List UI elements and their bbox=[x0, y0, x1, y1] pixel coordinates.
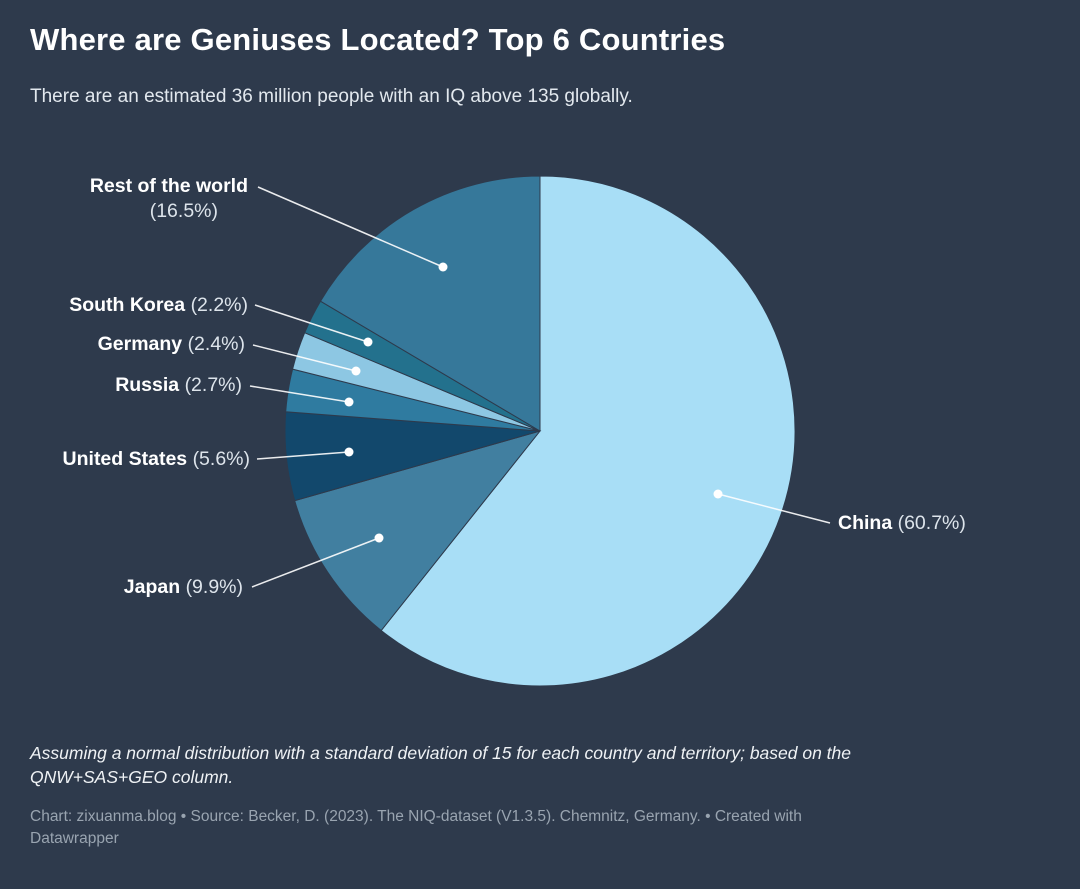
slice-name: China bbox=[838, 512, 893, 534]
label-south-korea: South Korea (2.2%) bbox=[0, 293, 248, 318]
slice-name: Rest of the world bbox=[89, 175, 248, 197]
footnote: Assuming a normal distribution with a st… bbox=[30, 743, 852, 787]
label-russia: Russia (2.7%) bbox=[0, 373, 242, 398]
pie-slice-rest-of-the-world bbox=[319, 175, 541, 432]
pie-slice-china bbox=[380, 175, 796, 687]
label-japan: Japan (9.9%) bbox=[0, 575, 243, 600]
slice-percent: (60.7%) bbox=[897, 512, 966, 534]
leader-line bbox=[256, 451, 350, 460]
leader-dot bbox=[374, 533, 384, 543]
leader-dot bbox=[713, 489, 723, 499]
leader-line bbox=[254, 304, 369, 343]
slice-percent: (5.6%) bbox=[192, 448, 250, 470]
label-united-states: United States (5.6%) bbox=[0, 447, 250, 472]
slice-percent: (9.9%) bbox=[185, 576, 243, 598]
chart-subtitle: There are an estimated 36 million people… bbox=[30, 86, 633, 107]
label-rest-of-world: Rest of the world (16.5%) bbox=[20, 174, 248, 224]
slice-name: Germany bbox=[97, 333, 183, 355]
leader-line bbox=[717, 493, 831, 524]
leader-line bbox=[257, 186, 444, 268]
leader-line bbox=[249, 385, 350, 403]
slice-percent: (16.5%) bbox=[149, 200, 218, 222]
slice-name: Japan bbox=[123, 576, 181, 598]
label-germany: Germany (2.4%) bbox=[0, 332, 245, 357]
leader-line bbox=[252, 344, 357, 372]
leader-dot bbox=[438, 262, 448, 272]
slice-name: United States bbox=[62, 448, 188, 470]
slice-percent: (2.2%) bbox=[190, 294, 248, 316]
pie-chart: Rest of the world (16.5%) South Korea (2… bbox=[0, 130, 1080, 730]
slice-percent: (2.4%) bbox=[187, 333, 245, 355]
pie-slice-japan bbox=[294, 430, 542, 632]
attribution: Chart: zixuanma.blog • Source: Becker, D… bbox=[30, 808, 802, 847]
leader-dot bbox=[351, 366, 361, 376]
leader-line bbox=[251, 537, 380, 588]
pie-svg bbox=[249, 175, 831, 687]
label-china: China (60.7%) bbox=[838, 511, 966, 536]
slice-percent: (2.7%) bbox=[184, 374, 242, 396]
slice-name: South Korea bbox=[69, 294, 186, 316]
leader-dot bbox=[363, 337, 373, 347]
chart-title: Where are Geniuses Located? Top 6 Countr… bbox=[30, 22, 726, 57]
leader-dot bbox=[344, 447, 354, 457]
slice-name: Russia bbox=[115, 374, 180, 396]
leader-dot bbox=[344, 397, 354, 407]
